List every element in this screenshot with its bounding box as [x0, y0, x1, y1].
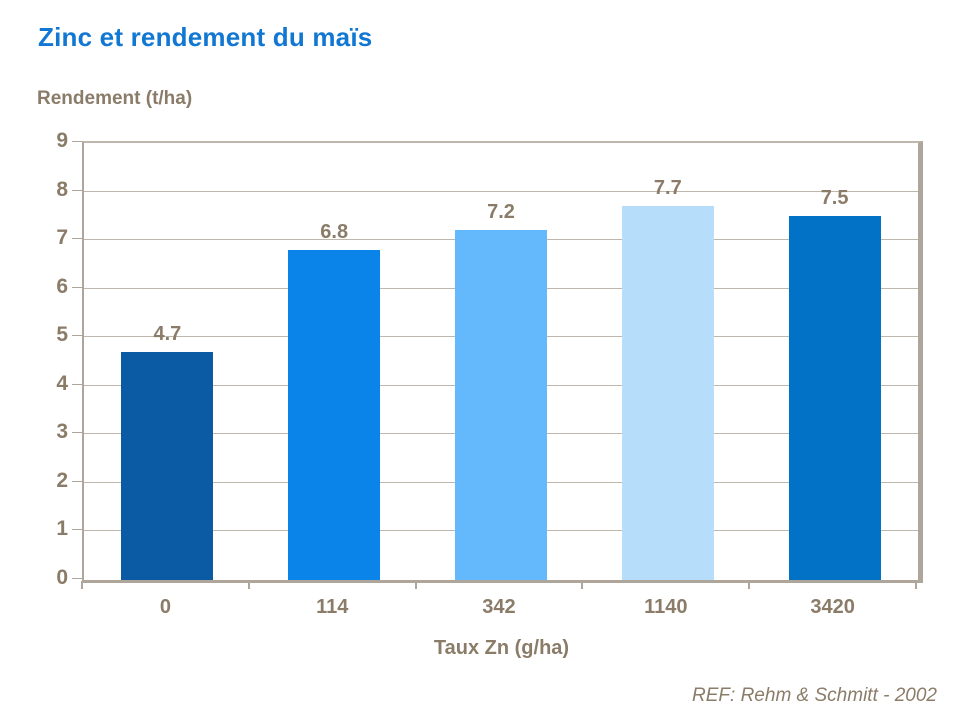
x-axis-tick-label: 114 [316, 596, 349, 618]
bar-value-label: 4.7 [153, 322, 182, 345]
y-axis-tick [72, 335, 82, 337]
bar-value-label: 7.5 [820, 186, 849, 209]
x-axis-title: Taux Zn (g/ha) [433, 637, 570, 659]
bar-value-label: 7.2 [487, 201, 515, 224]
y-axis-tick [72, 286, 82, 288]
x-axis-tick [247, 581, 250, 589]
y-axis-tick-label: 5 [56, 323, 68, 347]
bar [455, 230, 547, 580]
y-axis-tick-label: 2 [56, 468, 68, 492]
y-axis-tick [72, 383, 82, 385]
x-axis-tick-label: 1140 [644, 596, 688, 618]
y-axis-tick-label: 7 [56, 226, 68, 250]
x-axis-tick-label: 342 [482, 596, 516, 618]
y-axis-tick [72, 141, 82, 142]
y-axis-tick-label: 3 [56, 420, 68, 444]
x-axis-tick-label: 0 [159, 596, 171, 618]
y-axis-tick-label: 8 [56, 177, 68, 201]
y-axis-tick-label: 0 [56, 566, 68, 589]
x-axis-tick [581, 581, 584, 589]
x-axis-tick [81, 581, 83, 589]
plot-area: 4.7 6.8 7.2 7.7 7.5 [82, 141, 923, 583]
y-axis-tick-label: 6 [56, 274, 68, 298]
x-axis-tick-label: 3420 [810, 596, 855, 618]
bar-value-label: 7.7 [653, 177, 682, 200]
y-axis-tick [72, 432, 82, 434]
bar-value-label: 6.8 [320, 220, 349, 243]
y-axis-tick [72, 578, 82, 579]
y-axis-tick [72, 189, 82, 191]
reference-text: REF: Rehm & Schmitt - 2002 [692, 685, 937, 706]
bar [788, 215, 881, 580]
x-axis-tick [414, 581, 417, 589]
chart-title: Zinc et rendement du maïs [38, 22, 373, 52]
y-axis-tick [72, 238, 82, 240]
y-axis-tick [72, 480, 82, 482]
y-axis-tick-label: 9 [56, 129, 68, 152]
bar [621, 206, 714, 580]
x-axis-tick [748, 581, 751, 589]
bar [121, 351, 214, 580]
x-axis-tick [915, 581, 917, 589]
y-axis-tick-label: 4 [56, 371, 68, 395]
y-axis-title: Rendement (t/ha) [37, 88, 193, 109]
y-axis-tick-label: 1 [56, 517, 68, 541]
bar [288, 249, 381, 580]
y-axis-tick [72, 529, 82, 531]
